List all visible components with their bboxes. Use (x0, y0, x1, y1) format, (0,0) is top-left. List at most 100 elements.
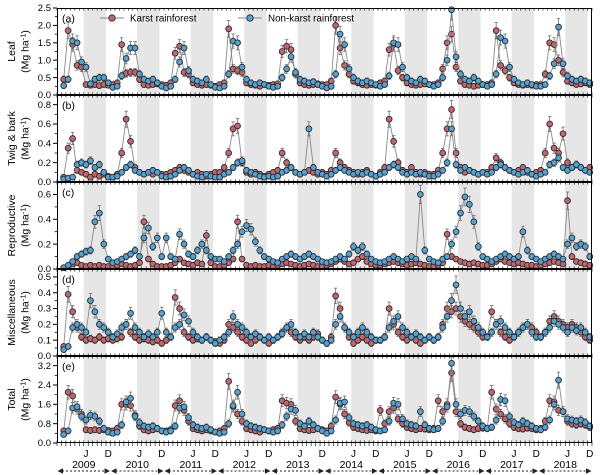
data-point (82, 63, 90, 71)
data-point (301, 168, 308, 176)
data-point (283, 65, 290, 73)
data-point (555, 23, 562, 31)
data-point (96, 161, 103, 168)
data-point (332, 416, 339, 424)
data-point (501, 324, 509, 331)
data-point (256, 333, 264, 341)
x-tick-label: D (426, 449, 433, 460)
season-band (511, 8, 535, 95)
year-label: 2016 (447, 459, 471, 471)
data-point (238, 410, 246, 418)
season-band (565, 356, 588, 443)
data-point (238, 228, 246, 236)
data-point (91, 413, 99, 420)
data-point (252, 330, 259, 338)
data-point (581, 419, 589, 426)
data-point (550, 144, 558, 152)
legend-label: Karst rainforest (130, 13, 197, 24)
data-point (87, 247, 94, 254)
y-tick-label: 1.6 (38, 400, 51, 411)
data-point (234, 218, 241, 226)
data-point (274, 172, 282, 180)
data-point (488, 81, 496, 88)
data-point (541, 328, 549, 336)
data-point (287, 53, 295, 61)
data-point (145, 224, 152, 232)
data-point (87, 297, 94, 304)
data-point (488, 388, 496, 396)
year-label: 2009 (72, 459, 96, 471)
data-point (131, 44, 139, 52)
data-point (564, 328, 571, 336)
data-point (524, 321, 531, 328)
data-point (203, 333, 210, 341)
data-point (323, 339, 331, 347)
panel-e: 0.0 0.8 1.6 2.4 3.2 (e) Total (Mg ha-1) (6, 355, 594, 449)
data-point (82, 416, 90, 424)
data-point (390, 317, 397, 325)
data-point (229, 164, 237, 171)
data-point (301, 422, 308, 430)
y-tick-label: 0.5 (38, 272, 51, 283)
data-point (466, 408, 473, 415)
data-point (345, 250, 353, 258)
data-point (278, 74, 286, 81)
data-point (64, 75, 72, 83)
data-point (515, 328, 522, 336)
y-axis-unit: (Mg ha-1) (18, 30, 31, 73)
data-point (180, 328, 188, 336)
data-point (185, 414, 192, 421)
season-band (565, 182, 588, 269)
data-point (412, 330, 420, 338)
data-point (550, 317, 558, 325)
data-point (73, 321, 81, 328)
data-point (488, 168, 496, 176)
data-point (559, 408, 567, 415)
panel-a: 0.0 0.5 1.0 1.5 2.0 2.5 (a) Leaf (Mg ha-1) (6, 3, 594, 101)
data-point (220, 258, 228, 265)
panel-letter: (d) (62, 274, 75, 286)
y-tick-label: 0.6 (38, 119, 51, 130)
data-point (283, 159, 290, 167)
data-point (234, 39, 241, 47)
data-point (434, 425, 442, 432)
data-point (203, 247, 210, 254)
data-point (100, 324, 108, 331)
y-axis-label: Miscellaneous (6, 279, 18, 346)
data-point (492, 70, 500, 78)
season-band (190, 356, 214, 443)
data-point (127, 161, 134, 168)
data-point (198, 336, 206, 344)
data-point (283, 413, 290, 420)
data-point (434, 81, 442, 88)
data-point (73, 403, 81, 411)
data-point (238, 157, 246, 165)
data-point (180, 311, 188, 319)
data-point (171, 324, 179, 331)
data-point (546, 416, 553, 424)
data-point (394, 313, 402, 320)
data-point (385, 305, 393, 312)
year-label: 2015 (393, 459, 417, 471)
data-point (185, 167, 192, 174)
data-point (443, 56, 451, 64)
data-point (189, 328, 197, 336)
data-point (546, 120, 553, 128)
data-point (69, 258, 76, 265)
year-label: 2011 (179, 459, 202, 471)
y-tick-label: 0.2 (38, 239, 51, 250)
data-point (350, 333, 357, 341)
y-axis-unit: (Mg ha-1) (18, 117, 31, 160)
data-point (118, 333, 125, 341)
data-point (474, 77, 482, 85)
data-point (461, 313, 469, 320)
data-point (501, 37, 509, 45)
panel-frame (57, 182, 592, 269)
data-point (452, 53, 460, 61)
data-point (149, 75, 157, 83)
data-point (417, 191, 424, 198)
data-point (488, 328, 496, 336)
data-point (216, 336, 224, 344)
data-point (390, 138, 397, 145)
data-point (417, 408, 424, 415)
